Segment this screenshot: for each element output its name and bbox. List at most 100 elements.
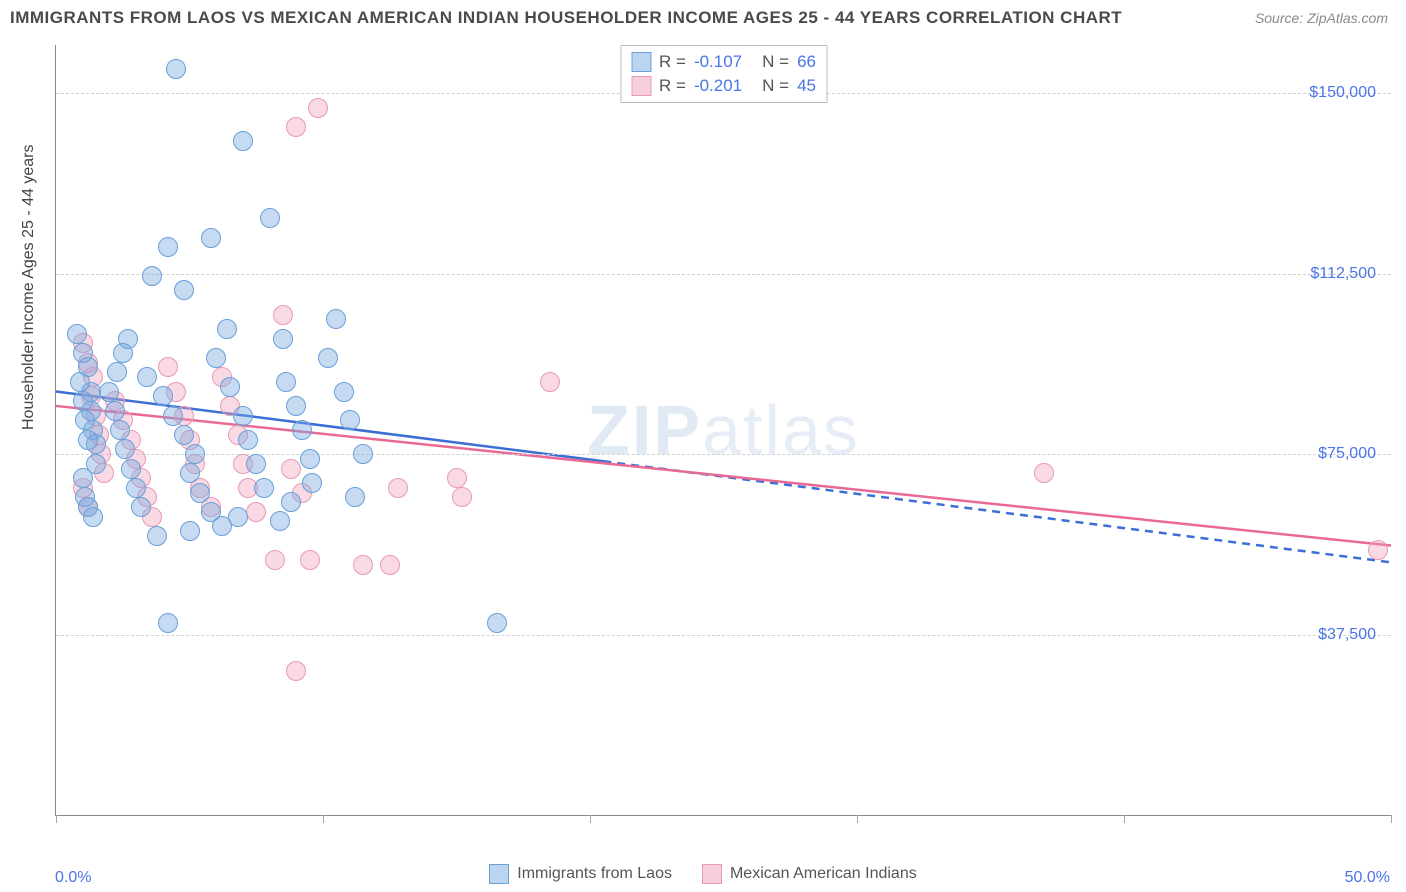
data-point [286, 396, 306, 416]
data-point [174, 280, 194, 300]
x-tick [56, 815, 57, 823]
data-point [201, 228, 221, 248]
legend-n-label: N = [762, 76, 789, 96]
x-tick [1124, 815, 1125, 823]
y-tick-label: $37,500 [1318, 626, 1376, 644]
x-tick [857, 815, 858, 823]
legend-row: R = -0.201 N = 45 [631, 74, 816, 98]
legend-item: Immigrants from Laos [489, 864, 672, 884]
data-point [158, 613, 178, 633]
data-point [83, 507, 103, 527]
data-point [334, 382, 354, 402]
data-point [1034, 463, 1054, 483]
y-tick-label: $150,000 [1309, 84, 1376, 102]
gridline [56, 635, 1391, 636]
y-tick-label: $75,000 [1318, 445, 1376, 463]
legend-r-label: R = [659, 76, 686, 96]
data-point [115, 439, 135, 459]
data-point [137, 367, 157, 387]
data-point [70, 372, 90, 392]
data-point [163, 406, 183, 426]
regression-line [56, 406, 1391, 546]
data-point [326, 309, 346, 329]
data-point [73, 391, 93, 411]
data-point [113, 343, 133, 363]
data-point [265, 550, 285, 570]
data-point [286, 117, 306, 137]
gridline [56, 274, 1391, 275]
data-point [166, 59, 186, 79]
data-point [340, 410, 360, 430]
data-point [246, 454, 266, 474]
legend-swatch [489, 864, 509, 884]
data-point [217, 319, 237, 339]
legend-label: Mexican American Indians [730, 865, 917, 883]
data-point [220, 377, 240, 397]
data-point [308, 98, 328, 118]
data-point [180, 521, 200, 541]
data-point [281, 459, 301, 479]
plot-area: ZIPatlas R = -0.107N = 66R = -0.201N = 4… [55, 45, 1391, 816]
legend-series: Immigrants from Laos Mexican American Ind… [0, 864, 1406, 889]
data-point [126, 478, 146, 498]
legend-correlation: R = -0.107 N = 66 R = -0.201 N = 45 [620, 45, 827, 103]
data-point [75, 410, 95, 430]
data-point [185, 444, 205, 464]
legend-n-value: 45 [797, 76, 816, 96]
data-point [380, 555, 400, 575]
data-point [105, 401, 125, 421]
data-point [254, 478, 274, 498]
data-point [246, 502, 266, 522]
data-point [452, 487, 472, 507]
data-point [487, 613, 507, 633]
data-point [353, 555, 373, 575]
chart-title: IMMIGRANTS FROM LAOS VS MEXICAN AMERICAN… [10, 8, 1122, 27]
data-point [78, 430, 98, 450]
legend-swatch [702, 864, 722, 884]
data-point [281, 492, 301, 512]
data-point [233, 406, 253, 426]
data-point [147, 526, 167, 546]
data-point [233, 131, 253, 151]
y-axis-title: Householder Income Ages 25 - 44 years [20, 145, 38, 431]
data-point [270, 511, 290, 531]
data-point [276, 372, 296, 392]
regression-lines [56, 45, 1391, 815]
data-point [300, 449, 320, 469]
data-point [131, 497, 151, 517]
x-tick [1391, 815, 1392, 823]
legend-n-label: N = [762, 52, 789, 72]
data-point [107, 362, 127, 382]
data-point [300, 550, 320, 570]
legend-row: R = -0.107 N = 66 [631, 50, 816, 74]
legend-r-value: -0.107 [694, 52, 742, 72]
data-point [121, 459, 141, 479]
legend-item: Mexican American Indians [702, 864, 917, 884]
data-point [345, 487, 365, 507]
legend-swatch [631, 52, 651, 72]
data-point [142, 266, 162, 286]
data-point [110, 420, 130, 440]
legend-n-value: 66 [797, 52, 816, 72]
data-point [286, 661, 306, 681]
data-point [153, 386, 173, 406]
data-point [180, 463, 200, 483]
data-point [190, 483, 210, 503]
data-point [212, 516, 232, 536]
legend-label: Immigrants from Laos [517, 865, 672, 883]
data-point [292, 420, 312, 440]
data-point [302, 473, 322, 493]
source-prefix: Source: [1255, 10, 1307, 26]
data-point [540, 372, 560, 392]
legend-r-label: R = [659, 52, 686, 72]
data-point [1368, 540, 1388, 560]
data-point [158, 237, 178, 257]
y-tick-label: $112,500 [1310, 265, 1376, 283]
legend-swatch [631, 76, 651, 96]
data-point [158, 357, 178, 377]
data-point [73, 468, 93, 488]
data-point [260, 208, 280, 228]
data-point [318, 348, 338, 368]
legend-r-value: -0.201 [694, 76, 742, 96]
data-point [273, 329, 293, 349]
